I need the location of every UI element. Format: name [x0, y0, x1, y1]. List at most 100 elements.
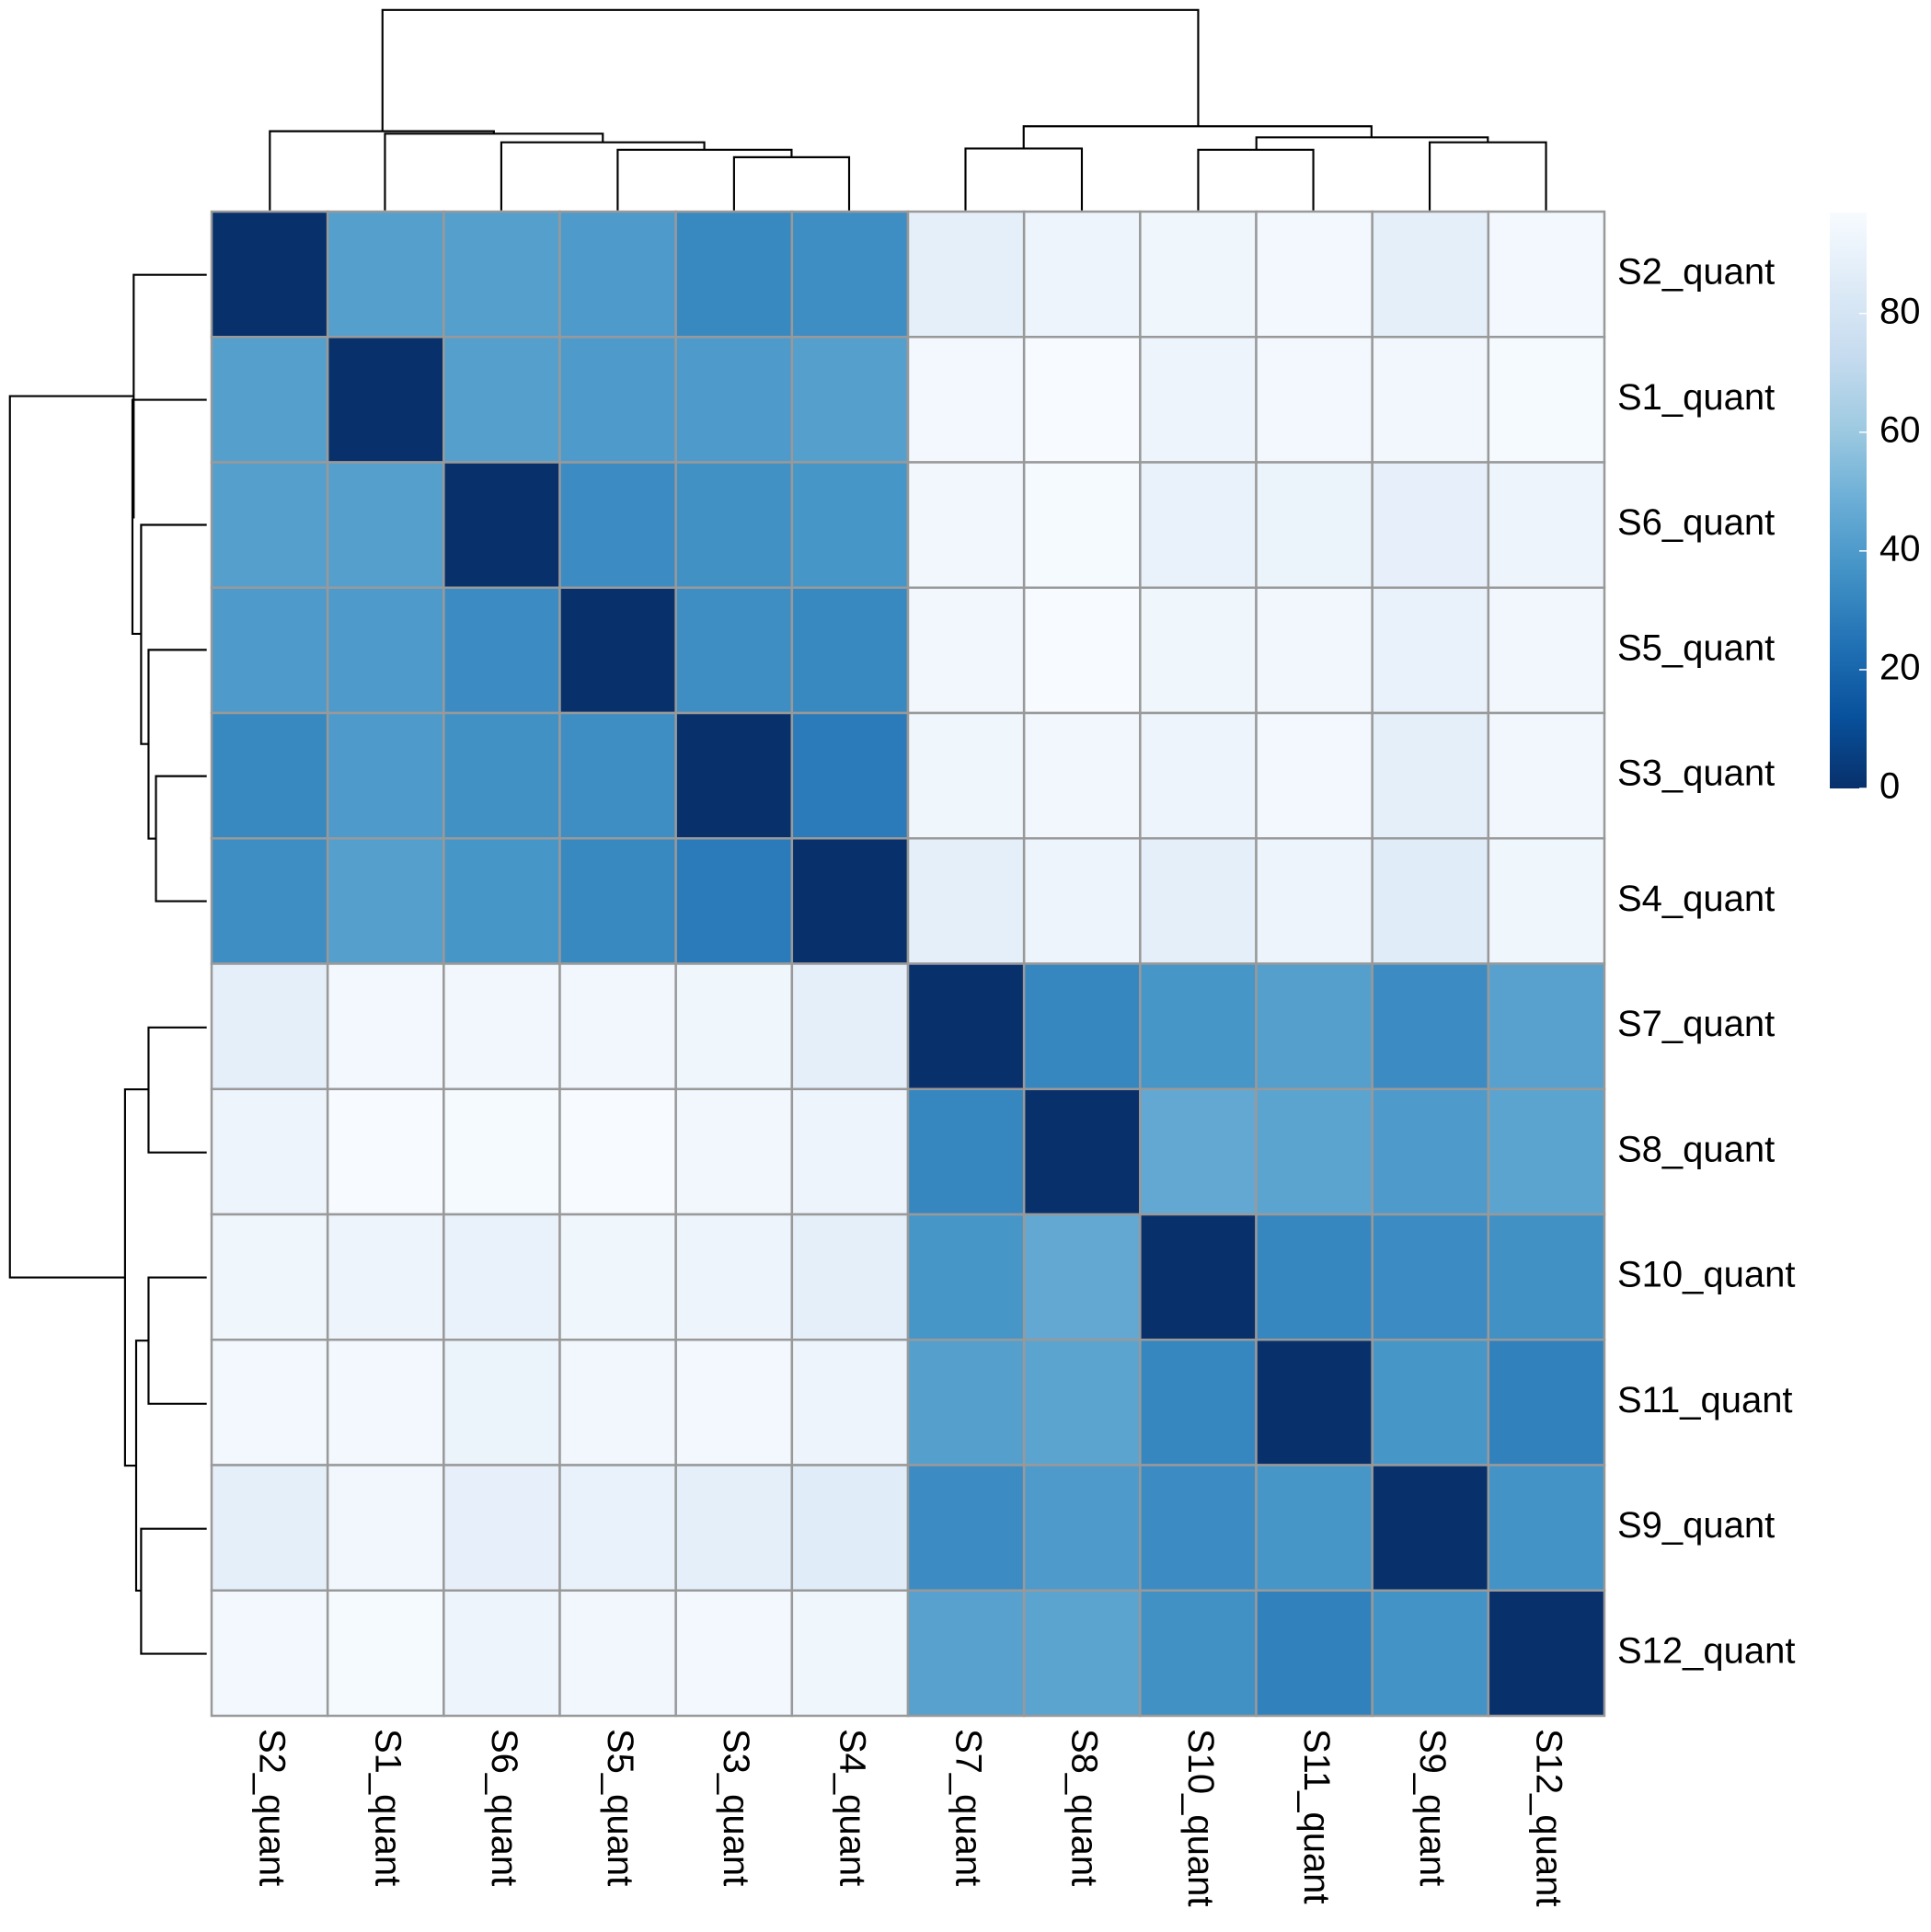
heatmap-cell [790, 1339, 910, 1466]
heatmap-cell [443, 461, 561, 589]
heatmap-cell [1139, 962, 1258, 1090]
heatmap-cell [1487, 837, 1606, 965]
column-label: S1_quant [368, 1729, 408, 1886]
column-label: S7_quant [948, 1729, 989, 1886]
heatmap-cell [906, 1087, 1026, 1216]
row-label: S9_quant [1617, 1505, 1775, 1546]
heatmap-cell [1139, 837, 1258, 965]
heatmap-cell [906, 1589, 1026, 1718]
heatmap-cell [210, 1589, 329, 1718]
heatmap-cell [1022, 711, 1142, 840]
heatmap-cell [1371, 962, 1490, 1090]
heatmap-cell [674, 1213, 794, 1341]
heatmap-cell [1139, 1213, 1258, 1341]
heatmap-cell [674, 711, 794, 840]
row-label: S4_quant [1617, 879, 1775, 919]
heatmap-cell [1139, 210, 1258, 339]
row-label: S1_quant [1617, 377, 1775, 418]
heatmap-cell [1255, 210, 1374, 339]
heatmap-cell [1371, 1464, 1490, 1592]
heatmap-cell [1255, 336, 1374, 464]
heatmap-cell [906, 461, 1026, 589]
heatmap-cell [790, 1589, 910, 1718]
heatmap-cell [326, 1087, 445, 1216]
heatmap-cell [906, 586, 1026, 715]
heatmap-cell [1255, 1213, 1374, 1341]
heatmap-cell [1022, 1339, 1142, 1466]
heatmap-cell [674, 1339, 794, 1466]
row-label: S7_quant [1617, 1004, 1775, 1044]
heatmap-cell [790, 586, 910, 715]
column-label: S6_quant [484, 1729, 524, 1886]
heatmap-cell [790, 1087, 910, 1216]
heatmap-cell [558, 461, 677, 589]
heatmap-cell [1022, 1087, 1142, 1216]
heatmap-cell [674, 1464, 794, 1592]
heatmap-cell [443, 1087, 561, 1216]
row-label: S11_quant [1617, 1380, 1793, 1420]
heatmap-cell [1139, 711, 1258, 840]
column-label: S2_quant [252, 1729, 293, 1886]
heatmap-cell [906, 711, 1026, 840]
heatmap-cell [558, 1339, 677, 1466]
heatmap-cell [674, 1087, 794, 1216]
column-label: S9_quant [1412, 1729, 1453, 1886]
heatmap-cell [1487, 210, 1606, 339]
heatmap-cell [210, 210, 329, 339]
heatmap-cell [443, 336, 561, 464]
row-label: S8_quant [1617, 1129, 1775, 1169]
heatmap-cell [1139, 1339, 1258, 1466]
heatmap-cell [443, 711, 561, 840]
column-label: S10_quant [1180, 1729, 1221, 1907]
colorbar [1830, 213, 1867, 788]
colorbar-tick-label: 60 [1879, 409, 1921, 450]
heatmap-cell [674, 336, 794, 464]
heatmap-cell [1371, 1589, 1490, 1718]
row-label: S5_quant [1617, 627, 1775, 668]
heatmap-cell [1139, 461, 1258, 589]
heatmap-cell [326, 1464, 445, 1592]
heatmap-cell [210, 711, 329, 840]
heatmap-cell [1139, 1087, 1258, 1216]
heatmap-cell [326, 1339, 445, 1466]
heatmap-cell [790, 336, 910, 464]
heatmap-cell [326, 711, 445, 840]
heatmap-cell [1255, 711, 1374, 840]
heatmap-cell [790, 962, 910, 1090]
heatmap-cell [443, 1339, 561, 1466]
heatmap-cell [1487, 711, 1606, 840]
column-label: S5_quant [600, 1729, 640, 1886]
heatmap-cell [790, 461, 910, 589]
heatmap-cell [1487, 1589, 1606, 1718]
heatmap-cell [210, 1464, 329, 1592]
heatmap-cell [1371, 1339, 1490, 1466]
column-dendrogram [269, 8, 1547, 211]
heatmap-cell [558, 1213, 677, 1341]
heatmap-cell [1255, 461, 1374, 589]
heatmap-cell [1255, 1464, 1374, 1592]
colorbar-tick-label: 20 [1879, 647, 1921, 687]
heatmap-cell [558, 586, 677, 715]
colorbar-tick-label: 40 [1879, 528, 1921, 569]
heatmap-cell [1255, 1339, 1374, 1466]
heatmap-cell [674, 1589, 794, 1718]
heatmap-cell [790, 837, 910, 965]
row-label: S2_quant [1617, 252, 1775, 293]
heatmap-cell [674, 210, 794, 339]
column-label: S4_quant [832, 1729, 872, 1886]
heatmap-cell [443, 962, 561, 1090]
heatmap-cell [1255, 1589, 1374, 1718]
heatmap-cell [1022, 461, 1142, 589]
heatmap-cell [1139, 1589, 1258, 1718]
heatmap-cell [443, 1464, 561, 1592]
heatmap-cell [558, 711, 677, 840]
heatmap-cell [326, 586, 445, 715]
heatmap-cell [326, 1213, 445, 1341]
heatmap-cell [1139, 336, 1258, 464]
heatmap-cell [1022, 1213, 1142, 1341]
heatmap-cell [443, 1589, 561, 1718]
heatmap-cell [1022, 210, 1142, 339]
heatmap-cell [210, 837, 329, 965]
heatmap-cell [1371, 461, 1490, 589]
heatmap-cell [1371, 837, 1490, 965]
